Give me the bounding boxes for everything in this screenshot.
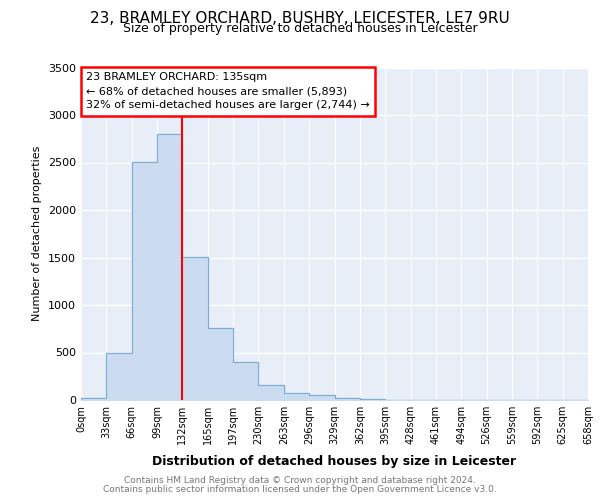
X-axis label: Distribution of detached houses by size in Leicester: Distribution of detached houses by size … xyxy=(152,456,517,468)
Text: Contains public sector information licensed under the Open Government Licence v3: Contains public sector information licen… xyxy=(103,485,497,494)
Text: Size of property relative to detached houses in Leicester: Size of property relative to detached ho… xyxy=(122,22,478,35)
Text: Contains HM Land Registry data © Crown copyright and database right 2024.: Contains HM Land Registry data © Crown c… xyxy=(124,476,476,485)
Text: 23, BRAMLEY ORCHARD, BUSHBY, LEICESTER, LE7 9RU: 23, BRAMLEY ORCHARD, BUSHBY, LEICESTER, … xyxy=(90,11,510,26)
Y-axis label: Number of detached properties: Number of detached properties xyxy=(32,146,43,322)
Text: 23 BRAMLEY ORCHARD: 135sqm
← 68% of detached houses are smaller (5,893)
32% of s: 23 BRAMLEY ORCHARD: 135sqm ← 68% of deta… xyxy=(86,72,370,110)
